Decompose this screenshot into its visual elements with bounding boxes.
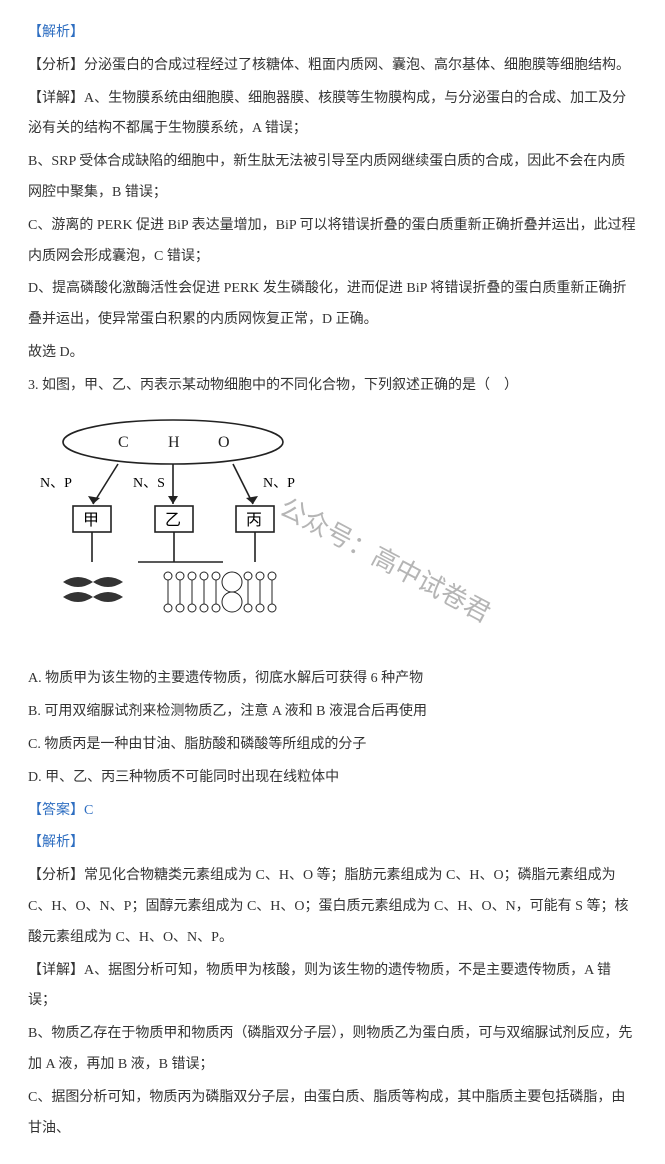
label-jiexi-2: 【解析】 (28, 835, 84, 850)
arrow-mid: N、S (133, 464, 178, 504)
q3-jiexi-label: 【解析】 (28, 828, 637, 859)
q3-answer-line: 【答案】C (28, 796, 637, 827)
q3-xiangjie-c: C、据图分析可知，物质丙为磷脂双分子层，由蛋白质、脂质等构成，其中脂质主要包括磷… (28, 1083, 637, 1145)
arrow-left-label: N、P (40, 476, 72, 491)
q2-a-text: A、生物膜系统由细胞膜、细胞器膜、核膜等生物膜构成，与分泌蛋白的合成、加工及分泌… (28, 91, 626, 137)
label-fenxi: 【分析】 (28, 58, 84, 73)
diagram-svg: C H O N、P N、S N、P 甲 乙 丙 (38, 412, 338, 642)
arrow-right: N、P (233, 464, 295, 504)
q2-fenxi: 【分析】分泌蛋白的合成过程经过了核糖体、粗面内质网、囊泡、高尔基体、细胞膜等细胞… (28, 51, 637, 82)
q2-xiangjie-c: C、游离的 PERK 促进 BiP 表达量增加，BiP 可以将错误折叠的蛋白质重… (28, 211, 637, 273)
box-jia: 甲 (73, 506, 111, 532)
arrow-left: N、P (40, 464, 118, 504)
q2-xiangjie-b: B、SRP 受体合成缺陷的细胞中，新生肽无法被引导至内质网继续蛋白质的合成，因此… (28, 147, 637, 209)
label-xiangjie-2: 【详解】 (28, 963, 84, 978)
q2-fenxi-text: 分泌蛋白的合成过程经过了核糖体、粗面内质网、囊泡、高尔基体、细胞膜等细胞结构。 (84, 58, 630, 73)
oval-o: O (218, 434, 230, 451)
q3-opt-a: A. 物质甲为该生物的主要遗传物质，彻底水解后可获得 6 种产物 (28, 664, 637, 695)
q3-fenxi-text: 常见化合物糖类元素组成为 C、H、O 等；脂肪元素组成为 C、H、O；磷脂元素组… (28, 868, 628, 945)
q2-conclude: 故选 D。 (28, 338, 637, 369)
oval-h: H (168, 434, 180, 451)
oval-c: C (118, 434, 129, 451)
label-fenxi-2: 【分析】 (28, 868, 84, 883)
q3-answer: C (84, 803, 93, 818)
q3-stem: 3. 如图，甲、乙、丙表示某动物细胞中的不同化合物，下列叙述正确的是（ ） (28, 371, 637, 402)
arrow-right-label: N、P (263, 476, 295, 491)
box-bing: 丙 (236, 506, 274, 532)
chromosome-icon (63, 577, 123, 602)
q3-fenxi: 【分析】常见化合物糖类元素组成为 C、H、O 等；脂肪元素组成为 C、H、O；磷… (28, 861, 637, 953)
arrow-mid-label: N、S (133, 476, 165, 491)
section-jiexi-label: 【解析】 (28, 18, 637, 49)
box-jia-label: 甲 (83, 512, 99, 529)
label-xiangjie: 【详解】 (28, 91, 84, 106)
box-bing-label: 丙 (246, 512, 262, 529)
box-yi: 乙 (155, 506, 193, 532)
q3-opt-c: C. 物质丙是一种由甘油、脂肪酸和磷酸等所组成的分子 (28, 730, 637, 761)
box-yi-label: 乙 (165, 512, 181, 529)
q3-a-text: A、据图分析可知，物质甲为核酸，则为该生物的遗传物质，不是主要遗传物质，A 错误… (28, 963, 611, 1009)
q3-diagram: C H O N、P N、S N、P 甲 乙 丙 (38, 412, 637, 655)
q3-xiangjie-b: B、物质乙存在于物质甲和物质丙（磷脂双分子层），则物质乙为蛋白质，可与双缩脲试剂… (28, 1019, 637, 1081)
membrane-icon (164, 572, 276, 612)
q2-xiangjie-a: 【详解】A、生物膜系统由细胞膜、细胞器膜、核膜等生物膜构成，与分泌蛋白的合成、加… (28, 84, 637, 146)
q3-xiangjie-a: 【详解】A、据图分析可知，物质甲为核酸，则为该生物的遗传物质，不是主要遗传物质，… (28, 956, 637, 1018)
q3-opt-b: B. 可用双缩脲试剂来检测物质乙，注意 A 液和 B 液混合后再使用 (28, 697, 637, 728)
label-daan: 【答案】 (28, 803, 84, 818)
q2-xiangjie-d: D、提高磷酸化激酶活性会促进 PERK 发生磷酸化，进而促进 BiP 将错误折叠… (28, 274, 637, 336)
label-jiexi: 【解析】 (28, 25, 84, 40)
q3-opt-d: D. 甲、乙、丙三种物质不可能同时出现在线粒体中 (28, 763, 637, 794)
